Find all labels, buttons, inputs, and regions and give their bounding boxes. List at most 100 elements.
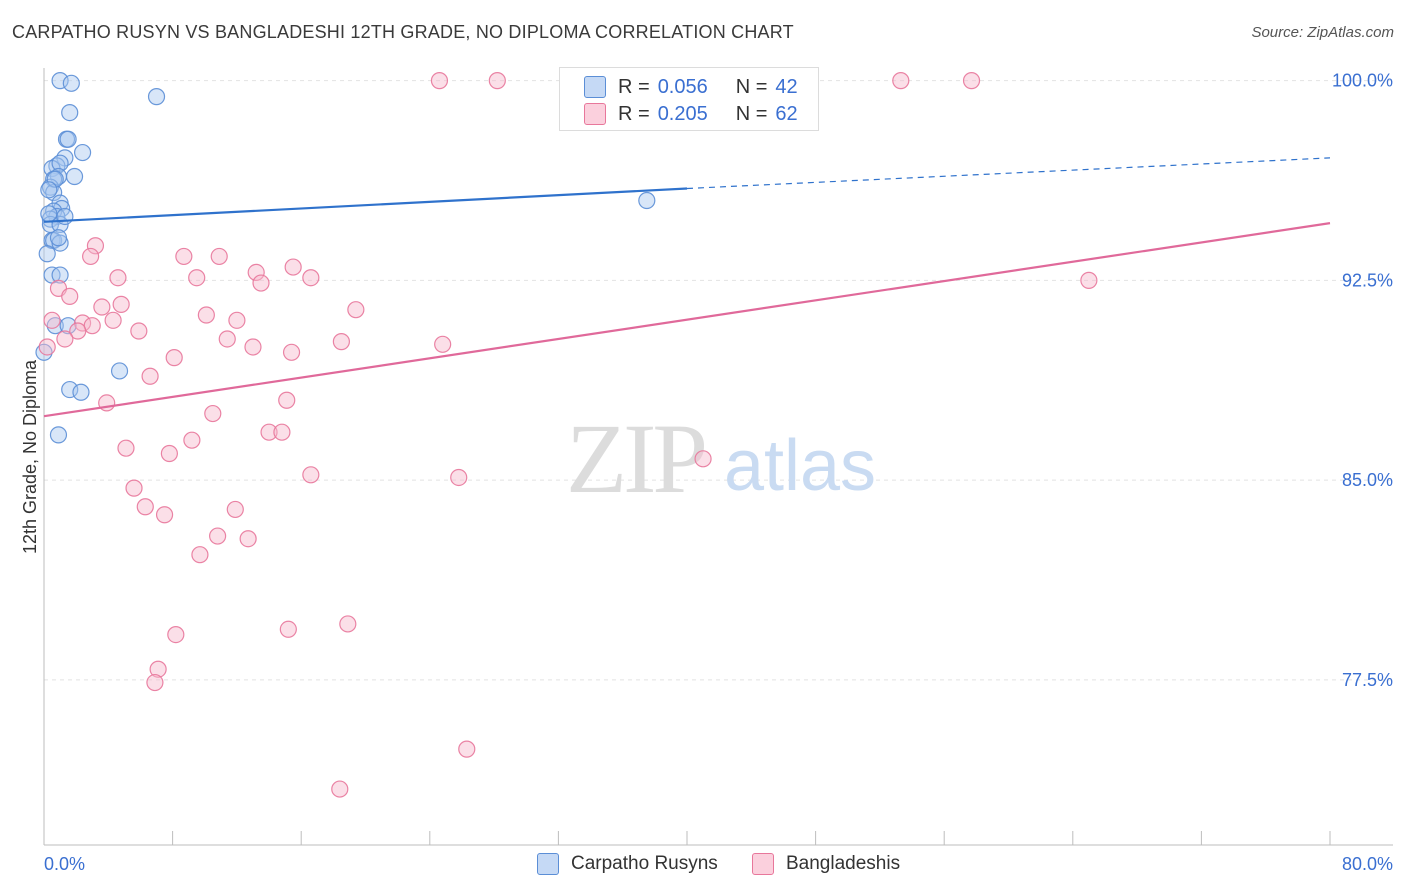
legend-r-value: 0.205 (657, 102, 708, 125)
point-bangladeshi (183, 431, 201, 449)
point-carpatho-rusyn (46, 170, 64, 188)
source-credit: Source: ZipAtlas.com (1251, 24, 1394, 41)
legend-n-value: 62 (775, 102, 798, 125)
point-bangladeshi (244, 338, 262, 356)
gridlines (44, 80, 1393, 681)
point-bangladeshi (302, 466, 320, 484)
bottom-legend-carpatho: Carpatho Rusyns (537, 850, 718, 878)
point-bangladeshi (146, 673, 164, 692)
point-bangladeshi (56, 330, 74, 348)
data-points (35, 72, 1098, 798)
point-bangladeshi (93, 298, 111, 316)
y-tick-label: 77.5% (1342, 670, 1393, 690)
y-tick-label: 100.0% (1332, 71, 1393, 91)
watermark-zip: ZIP (566, 403, 704, 514)
point-bangladeshi (239, 530, 257, 548)
point-carpatho-rusyn (59, 317, 77, 335)
point-carpatho-rusyn (59, 130, 77, 148)
chart-title: CARPATHO RUSYN VS BANGLADESHI 12TH GRADE… (12, 22, 794, 42)
point-bangladeshi (130, 322, 148, 340)
point-bangladeshi (458, 740, 476, 758)
point-bangladeshi (218, 330, 236, 348)
point-bangladeshi (197, 306, 215, 324)
point-bangladeshi (252, 274, 270, 292)
point-bangladeshi (226, 500, 244, 519)
stats-legend: R = 0.056 N = 42 R = 0.205 N = 62 (559, 67, 819, 131)
legend-n-label: N = (735, 102, 768, 125)
point-bangladeshi (347, 301, 365, 319)
point-carpatho-rusyn (51, 154, 69, 172)
x-tick-label: 0.0% (44, 854, 85, 874)
point-bangladeshi (61, 287, 79, 305)
point-bangladeshi (109, 269, 127, 287)
point-bangladeshi (141, 367, 159, 385)
axes (43, 68, 1393, 846)
point-bangladeshi (175, 247, 193, 266)
point-bangladeshi (332, 333, 350, 351)
point-bangladeshi (331, 780, 349, 798)
point-bangladeshi (210, 247, 228, 266)
point-bangladeshi (167, 626, 185, 644)
legend-n-label: N = (735, 75, 768, 98)
point-bangladeshi (278, 391, 296, 409)
point-bangladeshi (284, 258, 302, 276)
bottom-legend-swatch-blue (537, 853, 559, 875)
bottom-legend-bangladeshi: Bangladeshis (752, 850, 900, 878)
point-carpatho-rusyn (46, 317, 64, 335)
legend-r-label: R = (618, 102, 650, 125)
point-carpatho-rusyn (40, 205, 58, 223)
point-bangladeshi (69, 322, 87, 340)
point-carpatho-rusyn (73, 143, 92, 162)
bottom-legend-label: Carpatho Rusyns (571, 853, 718, 874)
point-bangladeshi (125, 479, 143, 497)
point-bangladeshi (82, 247, 100, 266)
trend-line-bangladeshi (43, 222, 1331, 418)
legend-row-bangladeshi: R = 0.205 N = 62 (584, 101, 798, 127)
trend-line-carpatho-extension (686, 157, 1331, 190)
point-carpatho-rusyn (61, 380, 79, 399)
y-tick-label: 92.5% (1342, 270, 1393, 290)
point-bangladeshi (104, 311, 122, 329)
legend-r-value: 0.056 (657, 75, 708, 98)
point-bangladeshi (488, 72, 506, 90)
point-bangladeshi (434, 335, 452, 353)
point-carpatho-rusyn (49, 229, 68, 247)
point-bangladeshi (83, 317, 101, 335)
point-carpatho-rusyn (62, 74, 80, 92)
point-carpatho-rusyn (38, 245, 56, 263)
legend-swatch-blue (584, 76, 606, 98)
point-bangladeshi (302, 269, 320, 287)
point-bangladeshi (204, 404, 222, 423)
point-bangladeshi (136, 498, 154, 516)
legend-row-carpatho: R = 0.056 N = 42 (584, 74, 798, 100)
y-tick-label: 85.0% (1342, 470, 1393, 490)
point-bangladeshi (228, 311, 246, 329)
legend-r-label: R = (618, 75, 650, 98)
x-tick-label: 80.0% (1342, 854, 1393, 874)
point-bangladeshi (247, 263, 265, 281)
point-bangladeshi (112, 295, 130, 313)
point-carpatho-rusyn (51, 266, 69, 284)
point-bangladeshi (260, 423, 278, 441)
point-bangladeshi (209, 527, 227, 545)
point-bangladeshi (155, 506, 174, 524)
point-bangladeshi (188, 269, 206, 287)
point-carpatho-rusyn (51, 72, 69, 90)
point-bangladeshi (339, 615, 357, 633)
trend-lines (43, 157, 1331, 418)
point-carpatho-rusyn (45, 183, 63, 202)
point-carpatho-rusyn (49, 426, 68, 444)
point-carpatho-rusyn (110, 362, 129, 380)
trend-line-carpatho (43, 187, 688, 223)
legend-swatch-pink (584, 103, 606, 125)
point-bangladeshi (117, 439, 135, 457)
bottom-legend-label: Bangladeshis (786, 853, 901, 874)
bottom-legend-swatch-pink (752, 853, 774, 875)
point-bangladeshi (694, 450, 712, 468)
point-carpatho-rusyn (48, 157, 66, 175)
point-carpatho-rusyn (147, 88, 166, 106)
point-bangladeshi (43, 311, 61, 329)
point-bangladeshi (38, 338, 56, 356)
point-carpatho-rusyn (65, 167, 84, 186)
